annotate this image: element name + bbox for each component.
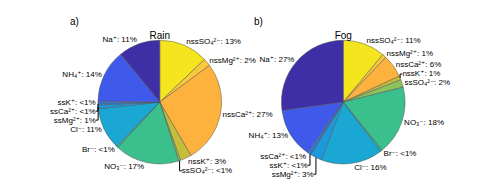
svg-text:ssMg²⁺: 3%: ssMg²⁺: 3% — [272, 170, 314, 179]
svg-text:nssMg²⁺: 2%: nssMg²⁺: 2% — [209, 56, 255, 65]
svg-text:Fog: Fog — [335, 30, 352, 41]
svg-text:Na⁺: 11%: Na⁺: 11% — [102, 35, 136, 44]
svg-text:NO₃⁻: 17%: NO₃⁻: 17% — [104, 162, 144, 171]
svg-text:NH₄⁺: 14%: NH₄⁺: 14% — [62, 70, 102, 79]
svg-text:nssK⁺: 3%: nssK⁺: 3% — [188, 157, 226, 166]
svg-text:Cl⁻: 16%: Cl⁻: 16% — [354, 163, 386, 172]
svg-text:NH₄⁺: 13%: NH₄⁺: 13% — [249, 131, 289, 140]
svg-text:nssSO₄²⁻: 11%: nssSO₄²⁻: 11% — [367, 36, 421, 45]
svg-text:nssSO₄²⁻: 13%: nssSO₄²⁻: 13% — [186, 37, 241, 46]
svg-text:ssCa²⁺: <1%: ssCa²⁺: <1% — [260, 152, 306, 161]
svg-text:ssCa²⁺: <1%: ssCa²⁺: <1% — [50, 107, 96, 116]
svg-text:NO₃⁻: 18%: NO₃⁻: 18% — [404, 118, 444, 127]
svg-text:ssMg²⁺: 1%: ssMg²⁺: 1% — [54, 116, 96, 125]
svg-text:ssK⁺: <1%: ssK⁺: <1% — [269, 161, 307, 170]
svg-text:b): b) — [254, 16, 263, 27]
svg-text:ssSO₄²⁻: 2%: ssSO₄²⁻: 2% — [404, 78, 450, 87]
svg-text:nssMg²⁺: 1%: nssMg²⁺: 1% — [387, 49, 433, 58]
svg-text:Rain: Rain — [149, 30, 170, 41]
svg-text:nssCa²⁺: 27%: nssCa²⁺: 27% — [223, 110, 273, 119]
svg-text:Na⁺: 27%: Na⁺: 27% — [260, 55, 295, 64]
svg-text:ssSO₄²⁻: <1%: ssSO₄²⁻: <1% — [182, 166, 232, 175]
svg-text:nssK⁺: 1%: nssK⁺: 1% — [402, 69, 440, 78]
svg-text:Br⁻: <1%: Br⁻: <1% — [384, 149, 417, 158]
svg-text:nssCa²⁺: 6%: nssCa²⁺: 6% — [396, 60, 442, 69]
svg-text:ssK⁺: <1%: ssK⁺: <1% — [57, 98, 95, 107]
svg-text:Br⁻: <1%: Br⁻: <1% — [82, 145, 115, 154]
svg-text:a): a) — [70, 16, 79, 27]
svg-text:Cl⁻: 11%: Cl⁻: 11% — [70, 125, 102, 134]
